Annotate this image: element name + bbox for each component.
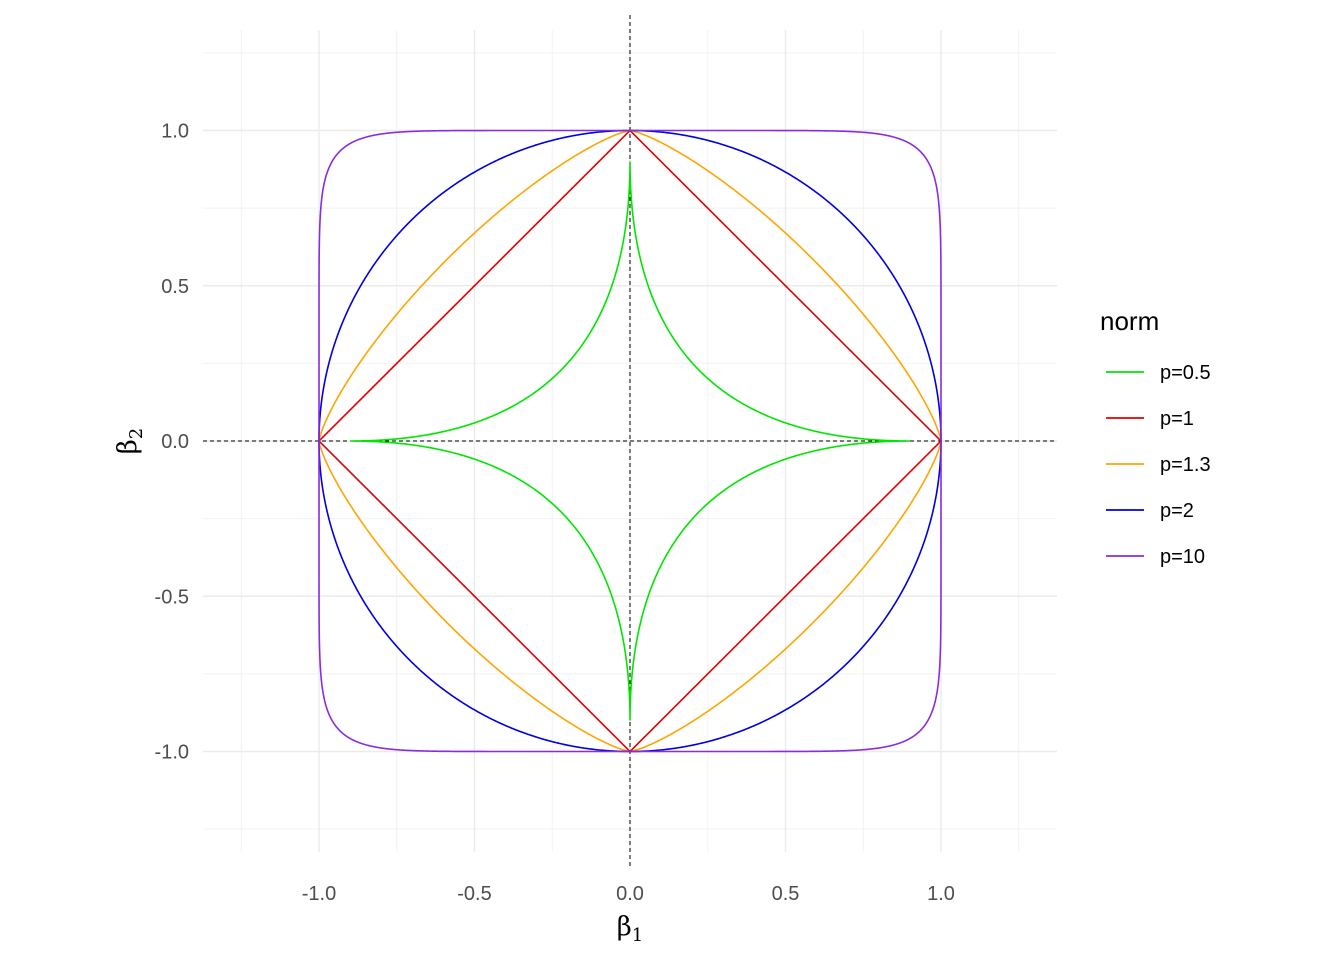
x-axis-title: β1: [617, 912, 643, 946]
y-tick-label: 1.0: [161, 121, 189, 143]
x-tick-label: -1.0: [302, 883, 336, 905]
y-tick-label: 0.5: [161, 276, 189, 298]
y-axis-title: β2: [113, 428, 147, 454]
series-line-p-0-5: [350, 161, 910, 721]
y-tick-label: 0.0: [161, 431, 189, 453]
series-line-p-10: [318, 129, 942, 753]
y-axis-ticks: -1.0 -0.5 0.0 0.5 1.0: [155, 121, 189, 764]
x-tick-label: 0.5: [772, 883, 800, 905]
x-tick-label: -0.5: [457, 883, 491, 905]
legend-label: p=1: [1160, 408, 1194, 430]
legend: norm p=0.5 p=1 p=1.3 p=2 p=10: [1100, 306, 1211, 568]
legend-title: norm: [1100, 306, 1159, 336]
x-tick-label: 1.0: [927, 883, 955, 905]
legend-label: p=2: [1160, 500, 1194, 522]
y-tick-label: -0.5: [155, 586, 189, 608]
legend-label: p=0.5: [1160, 362, 1211, 384]
x-tick-label: 0.0: [616, 883, 644, 905]
series-layer: [317, 129, 943, 753]
reference-lines: [203, 15, 1057, 867]
x-axis-ticks: -1.0 -0.5 0.0 0.5 1.0: [302, 883, 955, 905]
y-tick-label: -1.0: [155, 742, 189, 764]
legend-label: p=1.3: [1160, 454, 1211, 476]
legend-label: p=10: [1160, 546, 1205, 568]
